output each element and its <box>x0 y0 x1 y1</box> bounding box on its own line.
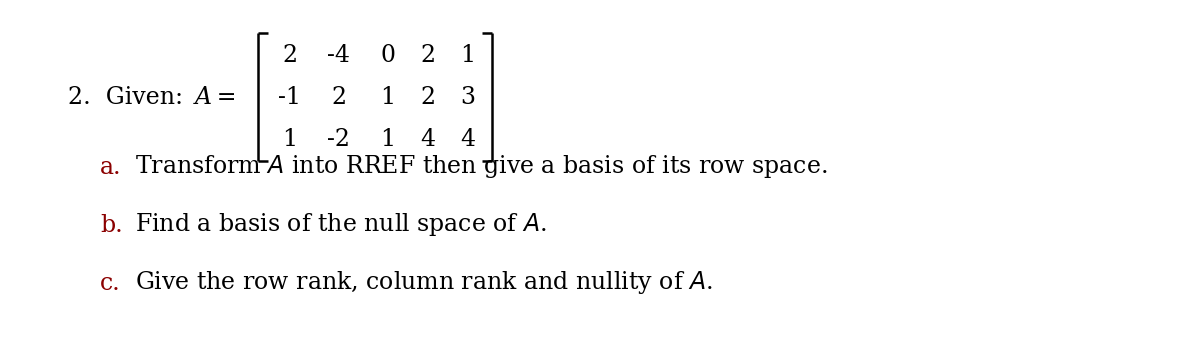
Text: 1: 1 <box>380 128 395 150</box>
Text: 0: 0 <box>380 43 395 67</box>
Text: 3: 3 <box>460 86 475 108</box>
Text: 2.  Given:: 2. Given: <box>68 86 196 108</box>
Text: -2: -2 <box>328 128 350 150</box>
Text: 1: 1 <box>460 43 475 67</box>
Text: 4: 4 <box>420 128 436 150</box>
Text: c.: c. <box>100 272 121 295</box>
Text: 1: 1 <box>282 128 298 150</box>
Text: -4: -4 <box>328 43 350 67</box>
Text: A: A <box>196 86 212 108</box>
Text: 2: 2 <box>282 43 298 67</box>
Text: Transform $A$ into RREF then give a basis of its row space.: Transform $A$ into RREF then give a basi… <box>134 154 828 180</box>
Text: Find a basis of the null space of $A$.: Find a basis of the null space of $A$. <box>134 211 547 238</box>
Text: Give the row rank, column rank and nullity of $A$.: Give the row rank, column rank and nulli… <box>134 269 713 296</box>
Text: 2: 2 <box>420 86 436 108</box>
Text: a.: a. <box>100 156 121 178</box>
Text: 2: 2 <box>331 86 347 108</box>
Text: 1: 1 <box>380 86 395 108</box>
Text: =: = <box>212 86 241 108</box>
Text: 2: 2 <box>420 43 436 67</box>
Text: -1: -1 <box>278 86 301 108</box>
Text: b.: b. <box>100 214 122 237</box>
Text: 4: 4 <box>460 128 475 150</box>
